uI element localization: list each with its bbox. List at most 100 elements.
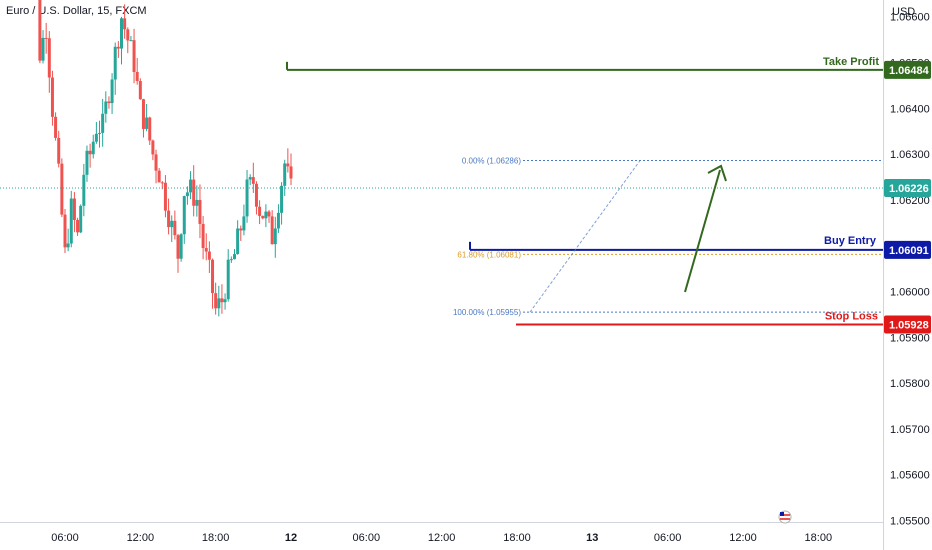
time-axis: 06:00 12:00 18:00 12 06:00 12:00 18:00 13 06:00 1… <box>0 510 883 544</box>
candle-body <box>113 46 117 80</box>
candle-body <box>145 117 149 129</box>
price-tick-label: 1.05700 <box>890 424 930 436</box>
time-tick-label: 06:00 <box>353 532 381 544</box>
price-tick-label: 1.05600 <box>890 470 930 482</box>
candle-body <box>280 185 284 213</box>
time-tick-label: 12:00 <box>127 532 155 544</box>
candle-body <box>148 117 152 141</box>
buy-entry-tag-bg <box>884 240 931 259</box>
candle-body <box>283 163 287 186</box>
candle-body <box>189 179 193 193</box>
candle-body <box>198 199 202 224</box>
candle-body <box>132 40 136 72</box>
price-tick-label: 1.05500 <box>890 516 930 528</box>
candle-body <box>192 179 196 206</box>
price-tick-label: 1.06400 <box>890 103 930 115</box>
price-tick-label: 1.06300 <box>890 149 930 161</box>
candle-body <box>254 183 258 207</box>
candle-body <box>63 214 67 248</box>
candle-body <box>116 46 120 49</box>
candle-body <box>220 298 224 303</box>
candle-body <box>76 219 80 233</box>
fib-trend-line <box>529 160 641 313</box>
price-tick-label: 1.05900 <box>890 332 930 344</box>
candle-body <box>236 228 240 255</box>
price-axis: 1.05500 1.05600 1.05700 1.05800 1.05900 1.060… <box>883 0 930 550</box>
fib-100-label: 100.00% (1.05955) <box>453 308 521 317</box>
buy-entry-tag: 1.06091 <box>889 245 929 257</box>
candle-body <box>182 196 186 235</box>
candle-body <box>242 216 246 231</box>
time-tick-label: 18:00 <box>202 532 230 544</box>
time-tick-label: 06:00 <box>51 532 79 544</box>
candle-body <box>239 228 243 231</box>
current-price-tag-bg <box>884 178 931 197</box>
candle-body <box>154 154 158 171</box>
candle-body <box>85 150 89 175</box>
candle-body <box>248 177 252 180</box>
fib-618-label: 61.80% (1.06081) <box>457 250 521 259</box>
fib-0-label: 0.00% (1.06286) <box>462 157 521 166</box>
take-profit-tag-bg <box>884 60 931 79</box>
candle-body <box>232 254 236 260</box>
candle-body <box>211 259 215 294</box>
candle-body <box>141 99 145 129</box>
candle-body <box>44 37 48 39</box>
candle-body <box>245 179 249 217</box>
candle-body <box>72 198 76 220</box>
candle-body <box>66 243 70 248</box>
candle-body <box>98 132 102 134</box>
candle-body <box>204 248 208 252</box>
price-tick-label: 1.06600 <box>890 12 930 24</box>
candle-body <box>179 234 183 259</box>
candle-body <box>207 251 211 260</box>
stop-loss-label: Stop Loss <box>825 310 878 322</box>
economic-event-icon <box>778 510 792 524</box>
candle-body <box>129 40 133 42</box>
candle-body <box>79 205 83 233</box>
time-tick-label: 12 <box>285 532 297 544</box>
projection-arrow-head <box>707 164 727 182</box>
candle-body <box>119 18 123 49</box>
candle-body <box>69 198 73 244</box>
candle-body <box>286 163 290 167</box>
candle-body <box>88 150 92 155</box>
candle-body <box>110 79 114 104</box>
candle-body <box>170 220 174 228</box>
candle-body <box>50 77 54 117</box>
stop-loss-tag: 1.05928 <box>889 319 929 331</box>
candle-body <box>163 182 167 211</box>
candle-body <box>261 215 265 219</box>
price-tick-label: 1.06000 <box>890 287 930 299</box>
stop-loss-tag-bg <box>884 315 931 334</box>
candle-body <box>91 141 95 155</box>
candle-body <box>258 206 262 216</box>
candlestick-series <box>38 0 293 317</box>
projection-arrow <box>684 169 721 293</box>
currency-label[interactable]: USD <box>892 6 916 18</box>
candle-body <box>217 298 221 309</box>
candle-body <box>38 0 42 61</box>
take-profit-tag: 1.06484 <box>889 65 930 77</box>
candle-body <box>214 293 218 309</box>
event-icon-stripe <box>780 514 790 516</box>
take-profit-label: Take Profit <box>823 56 879 68</box>
candle-body <box>226 259 230 300</box>
candle-body <box>126 29 130 41</box>
price-tick-label: 1.05800 <box>890 378 930 390</box>
candle-body <box>157 170 161 183</box>
candle-body <box>270 216 274 245</box>
candle-body <box>54 116 58 138</box>
candle-body <box>138 80 142 100</box>
candle-body <box>60 163 64 215</box>
time-tick-label: 13 <box>586 532 598 544</box>
candle-body <box>251 177 255 184</box>
price-tick-label: 1.06200 <box>890 195 930 207</box>
candle-body <box>273 228 277 245</box>
candle-body <box>167 210 171 228</box>
candle-body <box>176 235 180 259</box>
candle-body <box>201 223 205 249</box>
candle-body <box>104 101 108 114</box>
candle-body <box>264 211 268 219</box>
